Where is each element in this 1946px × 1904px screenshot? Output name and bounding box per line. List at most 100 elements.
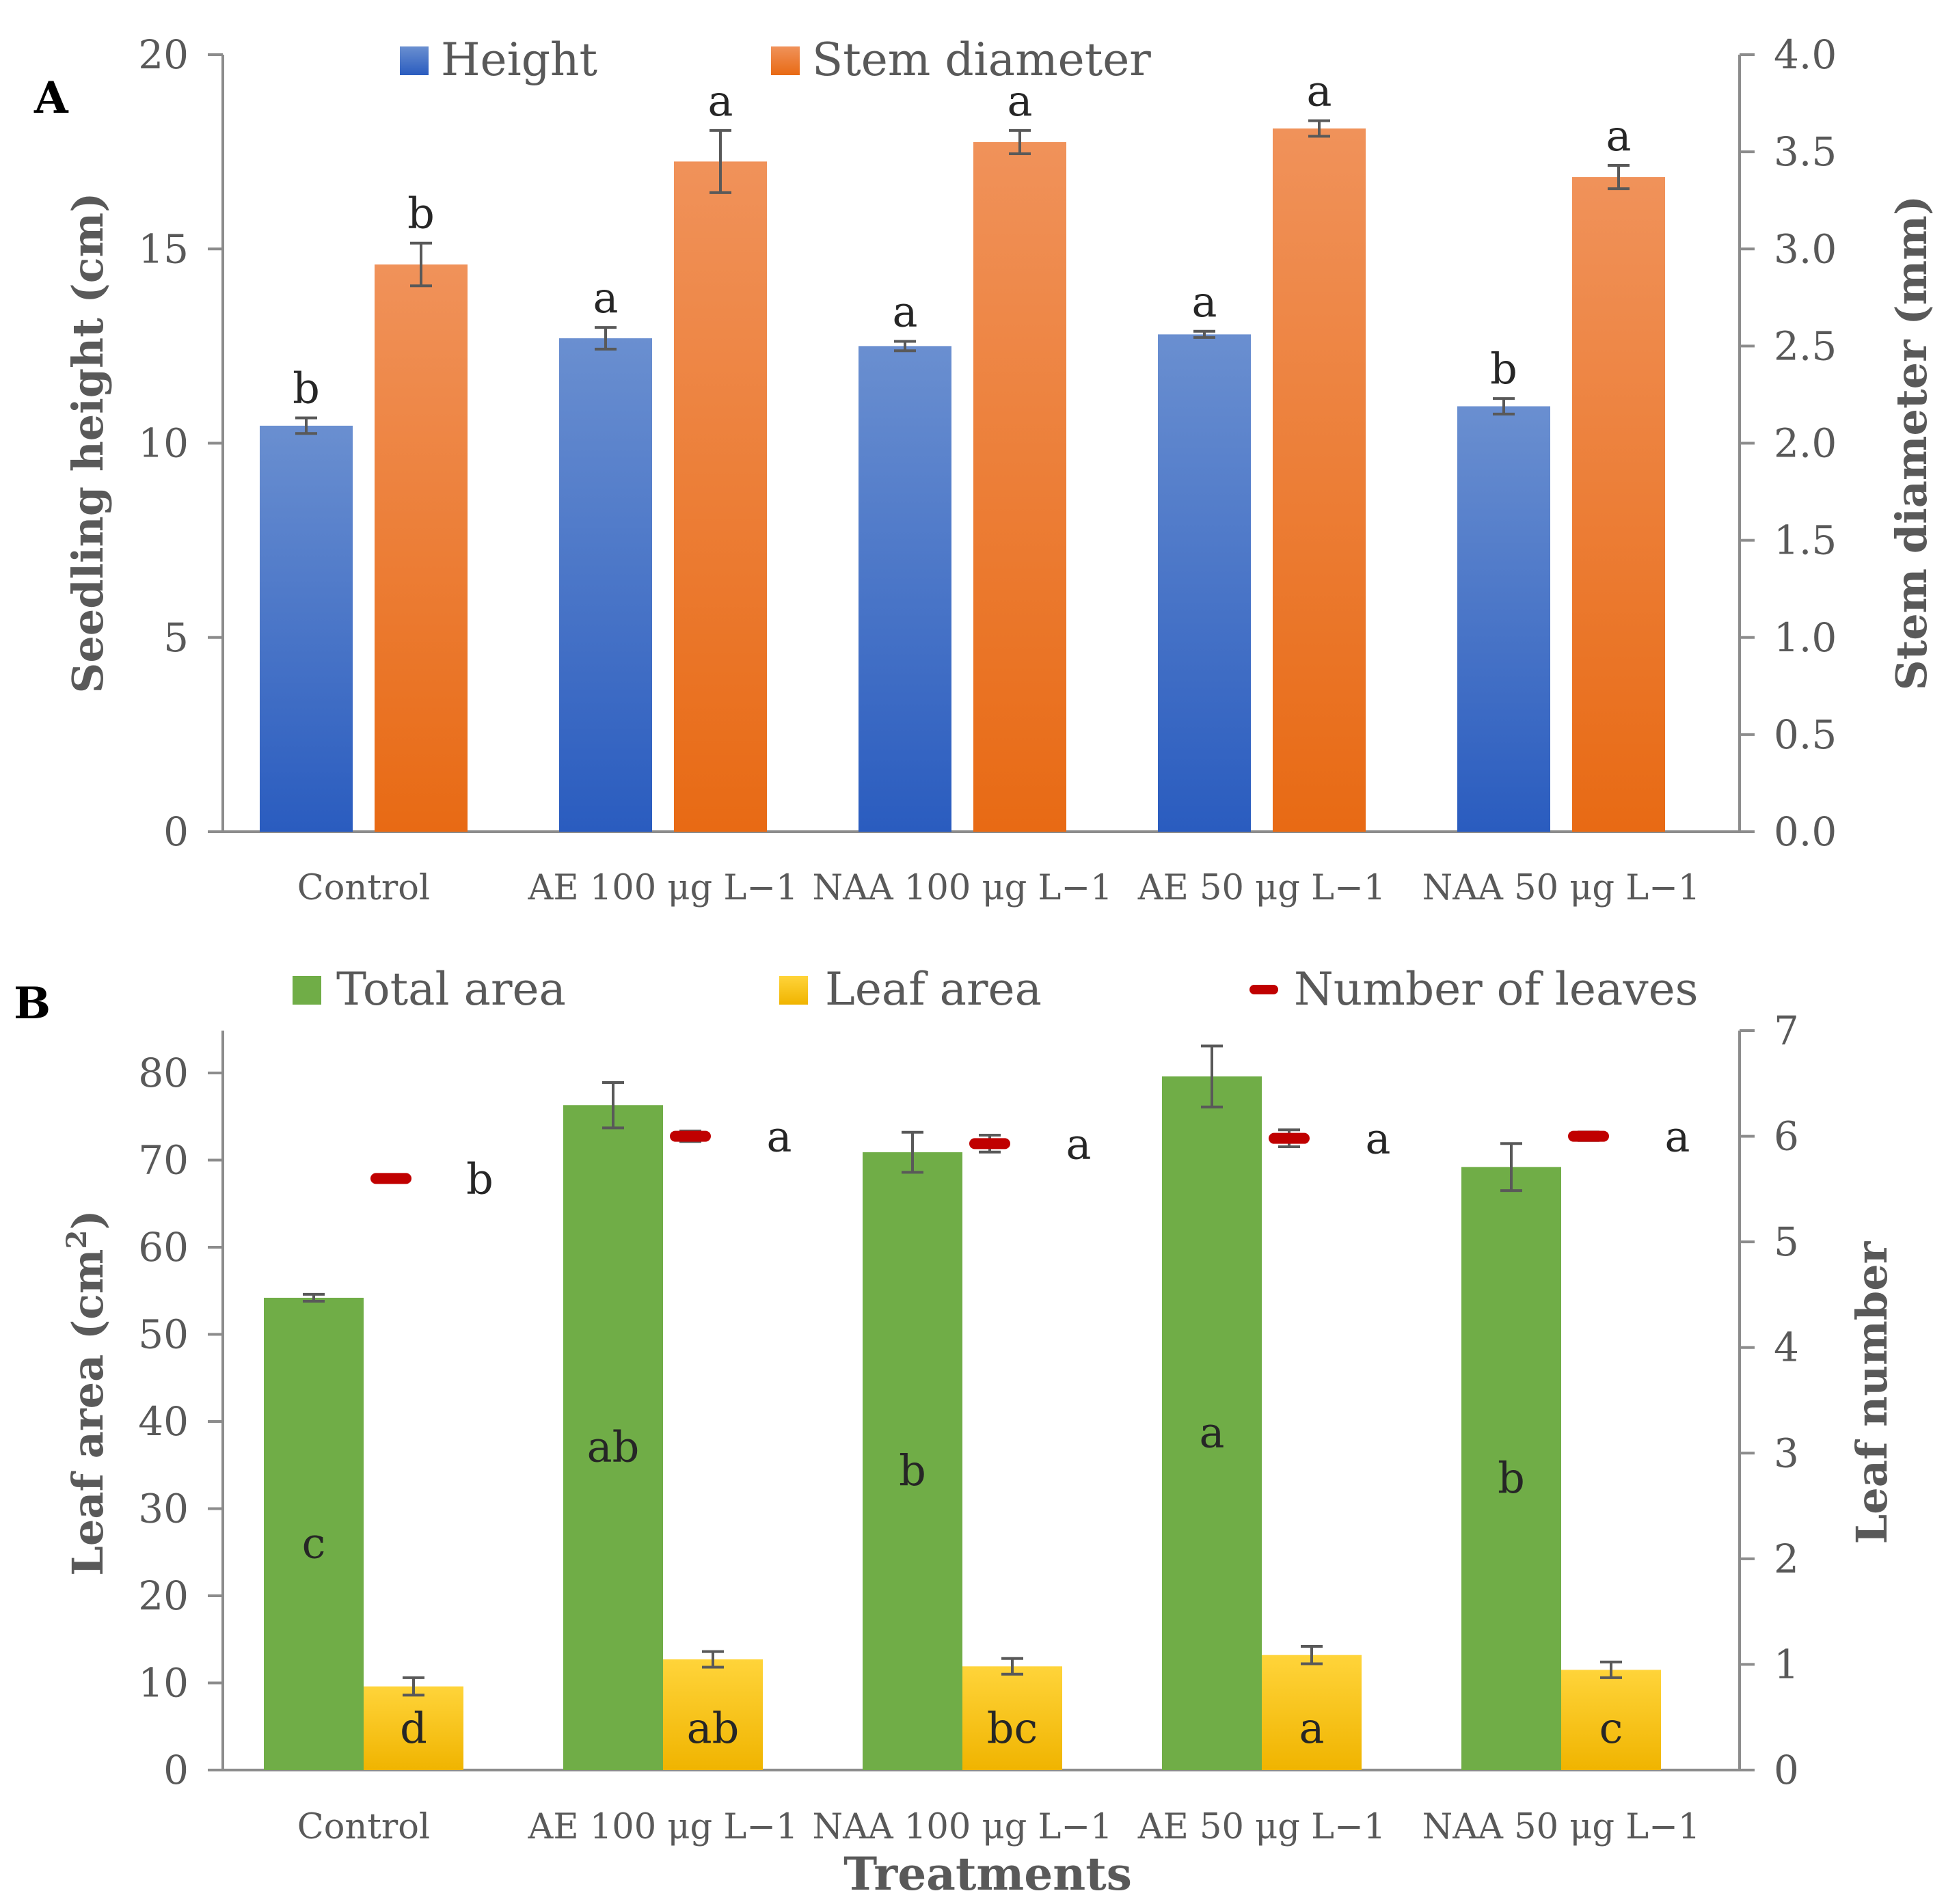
tick-label: 0.5 [1774,711,1837,758]
tick-label: 2 [1774,1536,1799,1582]
bar-total-area-ae-100-g-l-1 [563,1105,663,1770]
bar-height-naa-100-g-l-1 [859,346,951,832]
marker-number-of-leaves-ae-50-g-l-1 [1269,1132,1310,1144]
significance-letter: a [593,273,619,323]
significance-letter: d [400,1703,427,1753]
bar-leaf-area-naa-50-g-l-1 [1561,1670,1661,1770]
marker-number-of-leaves-naa-50-g-l-1 [1568,1130,1609,1142]
significance-letter: b [407,189,435,239]
significance-letter: a [893,287,918,337]
significance-letter: a [1665,1112,1690,1162]
significance-letter: b [1498,1453,1525,1503]
panel-b-y-label-main: Leaf area (cm [63,1249,113,1575]
significance-letter: a [1192,277,1217,327]
panel-b-y-label-end: ) [63,1210,113,1229]
bar-leaf-area-ae-50-g-l-1 [1262,1655,1362,1770]
significance-letter: a [708,76,733,126]
significance-letter: a [1066,1119,1092,1169]
tick-label: 7 [1774,1007,1799,1054]
panel-a-right-ticks: 0.0 0.5 1.0 1.5 2.0 2.5 3.0 3.5 4.0 [1740,31,1837,855]
legend-label-leaf-area: Leaf area [825,963,1042,1016]
category-label: AE 100 μg L−1 [528,868,798,908]
tick-label: 15 [138,226,189,272]
significance-letter: a [1307,66,1332,116]
bar-stem-diameter-ae-100-g-l-1 [674,161,767,832]
panel-b-y-label-sup: 2 [61,1230,93,1249]
significance-letter: a [1200,1408,1225,1458]
significance-letter: b [1490,344,1517,394]
bar-leaf-area-naa-100-g-l-1 [962,1666,1062,1770]
tick-label: 3.0 [1774,226,1837,272]
tick-label: 4 [1774,1324,1799,1371]
legend-swatch-stem-diameter [771,46,800,75]
bar-total-area-naa-100-g-l-1 [863,1152,962,1770]
bar-height-control [260,425,353,832]
bar-stem-diameter-control [375,264,468,832]
tick-label: 20 [138,1573,189,1619]
panel-b-y-label: Leaf area (cm2) [61,1210,113,1575]
tick-label: 5 [1774,1219,1799,1265]
marker-number-of-leaves-naa-100-g-l-1 [969,1138,1010,1150]
legend-label-number-of-leaves: Number of leaves [1294,963,1699,1016]
tick-label: 80 [138,1050,189,1096]
tick-label: 1 [1774,1641,1799,1687]
category-label: NAA 100 μg L−1 [812,1807,1112,1847]
legend-label-total-area: Total area [336,963,566,1016]
tick-label: 10 [138,420,189,467]
panel-a-label: A [33,72,69,124]
panel-a: A 0 5 10 15 20 0.0 0.5 1.0 1.5 2.0 2.5 3.0 3.5 4.0 b… [33,31,1936,908]
tick-label: 6 [1774,1113,1799,1160]
bar-total-area-control [264,1297,364,1770]
tick-label: 40 [138,1398,189,1445]
tick-label: 2.0 [1774,420,1837,467]
tick-label: 0.0 [1774,808,1837,855]
significance-letter: b [899,1445,926,1495]
tick-label: 30 [138,1486,189,1532]
tick-label: 2.5 [1774,323,1837,369]
significance-letter: ab [687,1703,740,1753]
panel-b-left-ticks: 0 10 20 30 40 50 60 70 80 [138,1050,223,1793]
panel-a-bars: b a a a b b a a a a [260,66,1665,832]
significance-letter: c [302,1518,326,1568]
bar-height-ae-50-g-l-1 [1158,334,1251,832]
bar-stem-diameter-naa-100-g-l-1 [973,141,1066,832]
significance-letter: c [1599,1703,1623,1753]
tick-label: 0 [163,1747,189,1793]
tick-label: 10 [138,1660,189,1706]
tick-label: 5 [163,614,189,661]
panel-a-categories: Control AE 100 μg L−1 NAA 100 μg L−1 AE 50 … [297,868,1701,908]
tick-label: 50 [138,1311,189,1358]
bar-total-area-ae-50-g-l-1 [1162,1076,1262,1770]
significance-letter: b [293,364,320,413]
tick-label: 3.5 [1774,128,1837,175]
bar-height-ae-100-g-l-1 [559,338,652,832]
category-label: AE 50 μg L−1 [1137,1807,1386,1847]
significance-letter: ab [587,1422,640,1472]
bar-leaf-area-ae-100-g-l-1 [663,1659,763,1770]
tick-label: 0 [163,808,189,855]
category-label: AE 100 μg L−1 [528,1807,798,1847]
panel-b-categories: Control AE 100 μg L−1 NAA 100 μg L−1 AE 50 … [297,1807,1701,1847]
panel-a-legend: Height Stem diameter [400,33,1151,86]
panel-b-label: B [14,978,51,1029]
significance-letter: a [1606,111,1632,161]
tick-label: 60 [138,1224,189,1270]
significance-letter: a [1299,1703,1325,1753]
legend-swatch-leaf-area [779,976,808,1005]
category-label: Control [297,1807,430,1847]
panel-b-x-label: Treatments [843,1847,1132,1901]
bar-stem-diameter-naa-50-g-l-1 [1572,177,1665,832]
marker-number-of-leaves-control [370,1173,411,1184]
tick-label: 3 [1774,1430,1799,1476]
significance-letter: a [767,1112,792,1162]
tick-label: 70 [138,1137,189,1184]
panel-a-y2-label: Stem diameter (mm) [1887,195,1936,690]
tick-label: 0 [1774,1747,1799,1793]
bar-leaf-area-control [364,1686,463,1770]
panel-b-y2-label: Leaf number [1847,1240,1897,1544]
category-label: AE 50 μg L−1 [1137,868,1386,908]
significance-letter: a [1008,76,1033,126]
tick-label: 1.0 [1774,614,1837,661]
